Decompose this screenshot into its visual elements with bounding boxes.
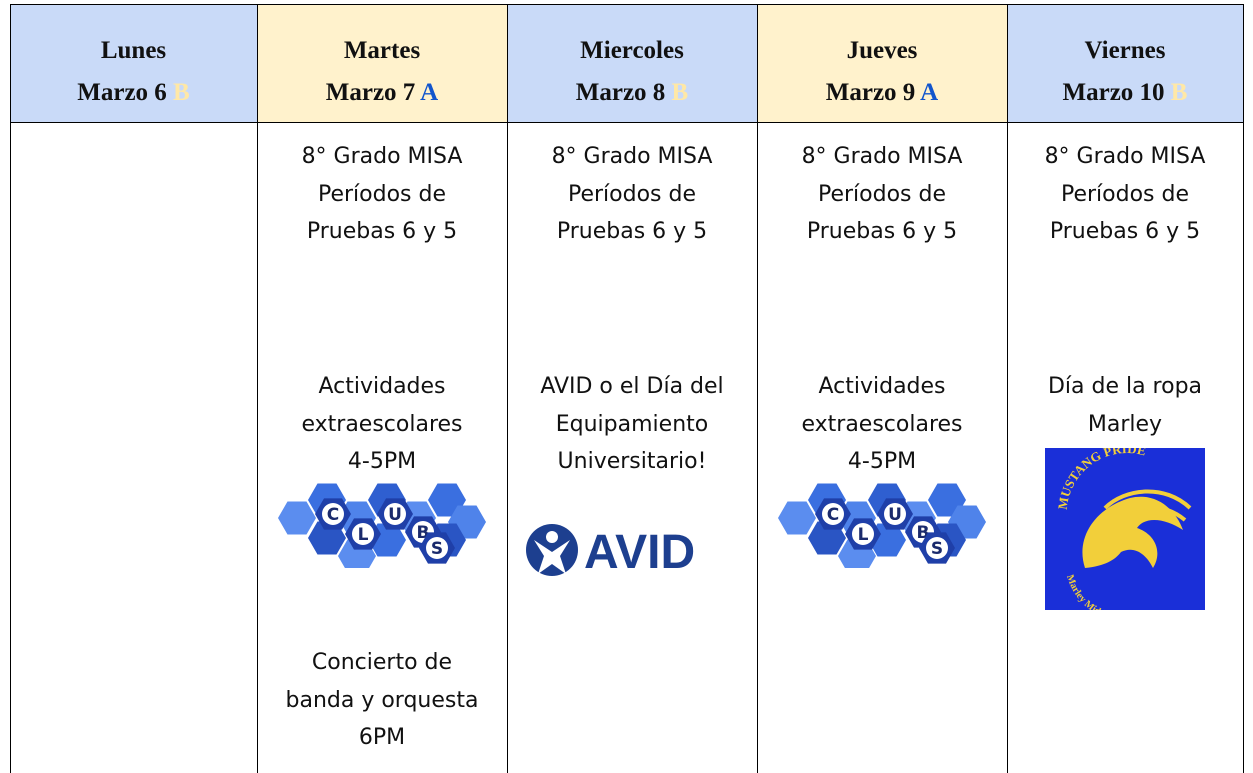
event-line: Períodos de (1060, 181, 1189, 207)
avid-icon-head (546, 531, 558, 543)
day-header: Lunes Marzo 6 B (10, 4, 257, 122)
day-name: Martes (343, 37, 421, 64)
event-line: Marley (1087, 411, 1163, 437)
event-line: AVID o el Día del (540, 374, 724, 399)
clubs-letter: S (431, 539, 443, 559)
column-border (1243, 4, 1244, 773)
event-line: Pruebas 6 y 5 (306, 219, 458, 244)
event-line: 4-5PM (347, 449, 417, 474)
event-line: 8° Grado MISA (1044, 144, 1206, 169)
event-line: Concierto de (311, 650, 453, 675)
column-border (10, 4, 11, 773)
day-date: Marzo 7 (325, 79, 416, 106)
letter-disc (926, 537, 948, 559)
clubs-letter: C (827, 505, 839, 525)
event-line: 6PM (358, 725, 406, 750)
event: 8° Grado MISA Períodos de Pruebas 6 y 5 (757, 138, 1007, 251)
letter-disc (822, 503, 844, 525)
clubs-letter: C (327, 505, 339, 525)
clubs-letter: U (888, 505, 902, 525)
hexagon (308, 521, 346, 555)
day-date: Marzo 10 (1062, 79, 1165, 106)
day-date-line: Marzo 6 B (10, 72, 257, 114)
letter-disc (852, 523, 874, 545)
day-letter: B (1170, 79, 1188, 106)
day-header: Miercoles Marzo 8 B (507, 4, 757, 122)
day-header: Jueves Marzo 9 A (757, 4, 1007, 122)
mustang-mane (1103, 489, 1192, 522)
event: 8° Grado MISA Períodos de Pruebas 6 y 5 (1007, 138, 1243, 251)
event-line: 8° Grado MISA (551, 144, 713, 169)
event-line: banda y orquesta (285, 687, 479, 713)
event-line: 8° Grado MISA (301, 144, 463, 169)
event-line: 4-5PM (847, 449, 917, 474)
column-border (507, 4, 508, 773)
hexagon (278, 501, 316, 535)
day-date-line: Marzo 8 B (507, 72, 757, 114)
hexagon (778, 501, 816, 535)
day-name: Miercoles (580, 37, 684, 64)
letter-disc (384, 503, 406, 525)
day-header: Viernes Marzo 10 B (1007, 4, 1243, 122)
event-line: Pruebas 6 y 5 (806, 219, 958, 244)
avid-icon (526, 524, 578, 576)
day-name: Lunes (100, 37, 167, 64)
clubs-letter: U (388, 505, 402, 525)
event-line: Períodos de (317, 181, 446, 207)
mustang-horse (1082, 496, 1183, 568)
column-border (257, 4, 258, 773)
avid-text: AVID (584, 526, 695, 579)
hexagon (808, 521, 846, 555)
day-date: Marzo 9 (825, 79, 916, 106)
event: Actividades extraescolares 4-5PM (257, 368, 507, 481)
event: Día de la ropa Marley (1007, 368, 1243, 443)
column-border (1007, 4, 1008, 773)
day-date: Marzo 6 (77, 79, 167, 106)
day-date-line: Marzo 9 A (757, 72, 1007, 114)
avid-icon-figure (534, 540, 570, 574)
event-line: Actividades (318, 374, 446, 399)
event-line: extraescolares (801, 411, 963, 437)
day-name: Jueves (846, 37, 918, 64)
event-line: Equipamiento (555, 411, 709, 437)
column-border (757, 4, 758, 773)
day-letter: B (671, 79, 689, 106)
day-date-line: Marzo 10 B (1007, 72, 1243, 114)
event: AVID o el Día del Equipamiento Universitar… (507, 368, 757, 481)
clubs-letter: L (858, 525, 869, 545)
event: 8° Grado MISA Períodos de Pruebas 6 y 5 (257, 138, 507, 251)
day-date-line: Marzo 7 A (257, 72, 507, 114)
event: 8° Grado MISA Períodos de Pruebas 6 y 5 (507, 138, 757, 251)
clubs-letter: L (358, 525, 369, 545)
event-line: Pruebas 6 y 5 (1049, 219, 1201, 244)
day-letter: A (920, 79, 939, 106)
event-line: extraescolares (301, 411, 463, 437)
clubs-letter: S (931, 539, 943, 559)
day-letter: B (173, 79, 190, 106)
event-line: Actividades (818, 374, 946, 399)
event-line: Día de la ropa (1047, 374, 1203, 399)
day-name: Viernes (1084, 37, 1166, 64)
event-line: Pruebas 6 y 5 (556, 219, 708, 244)
event-line: Universitario! (557, 449, 707, 474)
event-line: 8° Grado MISA (801, 144, 963, 169)
event-line: Períodos de (817, 181, 946, 207)
event: Actividades extraescolares 4-5PM (757, 368, 1007, 481)
letter-disc (884, 503, 906, 525)
avid-logo: AVID (526, 524, 695, 579)
day-header: Martes Marzo 7 A (257, 4, 507, 122)
letter-disc (352, 523, 374, 545)
day-letter: A (420, 79, 439, 106)
row-border (10, 4, 1244, 5)
day-date: Marzo 8 (575, 79, 666, 106)
event-line: Períodos de (567, 181, 696, 207)
row-border (10, 122, 1244, 123)
event: Concierto de banda y orquesta 6PM (257, 644, 507, 757)
letter-disc (426, 537, 448, 559)
letter-disc (322, 503, 344, 525)
